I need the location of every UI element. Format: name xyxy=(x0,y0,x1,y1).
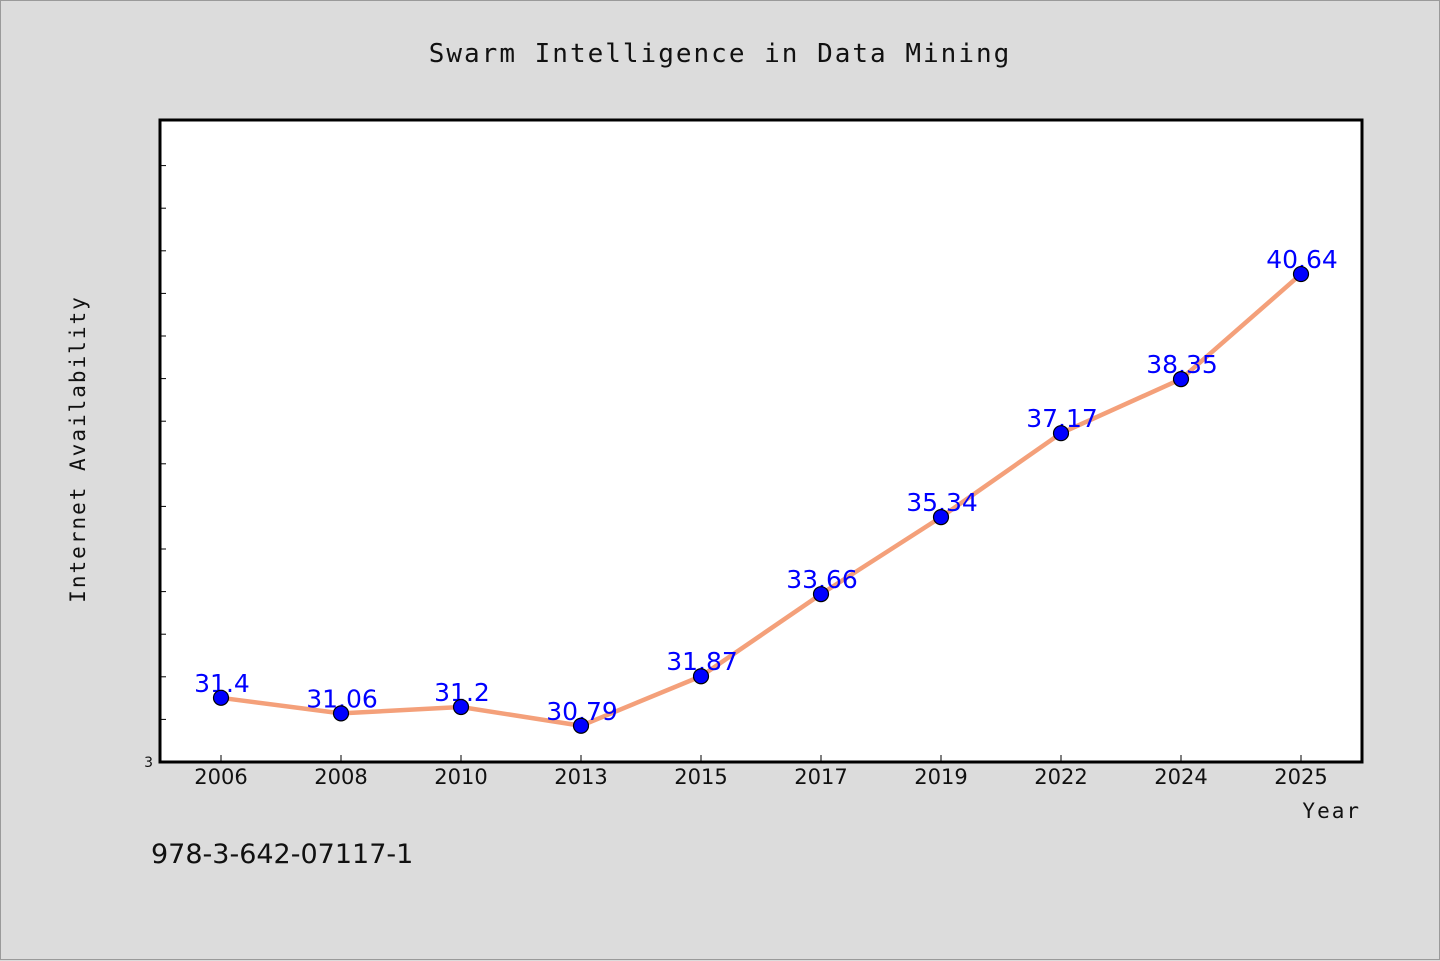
data-point xyxy=(1052,425,1070,442)
plot-area xyxy=(158,118,1364,764)
chart-title: Swarm Intelligence in Data Mining xyxy=(429,39,1012,69)
x-tick-label: 2008 xyxy=(314,765,367,789)
x-axis-label: Year xyxy=(1302,799,1361,823)
x-tick-label: 2015 xyxy=(674,765,727,789)
x-tick-label: 2024 xyxy=(1154,765,1207,789)
x-tick-label: 2010 xyxy=(434,765,487,789)
x-tick-label: 2019 xyxy=(914,765,967,789)
x-tick-label: 2022 xyxy=(1034,765,1087,789)
data-point xyxy=(572,717,590,734)
y-min-tick-label: 3 xyxy=(144,755,153,771)
series-line-group xyxy=(218,271,1304,729)
data-labels: 31.431.06 31.230.7931.8733.6635.3437.1738… xyxy=(194,245,1338,726)
data-markers xyxy=(212,265,1310,734)
data-point xyxy=(812,586,830,603)
x-axis-ticks: 2006 2008 2010 2013 2015 2017 2019 2022 2024 2025 xyxy=(194,755,1328,789)
footer-isbn: 978-3-642-07117-1 xyxy=(151,839,413,870)
y-axis-label: Internet Availability xyxy=(66,295,90,603)
data-point xyxy=(332,705,350,722)
data-point xyxy=(692,668,710,685)
data-point xyxy=(1172,370,1190,388)
x-tick-label: 2025 xyxy=(1274,765,1327,789)
data-point xyxy=(212,689,230,706)
x-tick-label: 2017 xyxy=(794,765,847,789)
x-tick-label: 2013 xyxy=(554,765,607,789)
x-tick-label: 2006 xyxy=(194,765,247,789)
y-axis-ticks xyxy=(160,165,166,720)
data-point xyxy=(932,509,950,526)
series-line xyxy=(218,271,1304,729)
data-point xyxy=(452,698,470,716)
data-point xyxy=(1292,265,1310,283)
